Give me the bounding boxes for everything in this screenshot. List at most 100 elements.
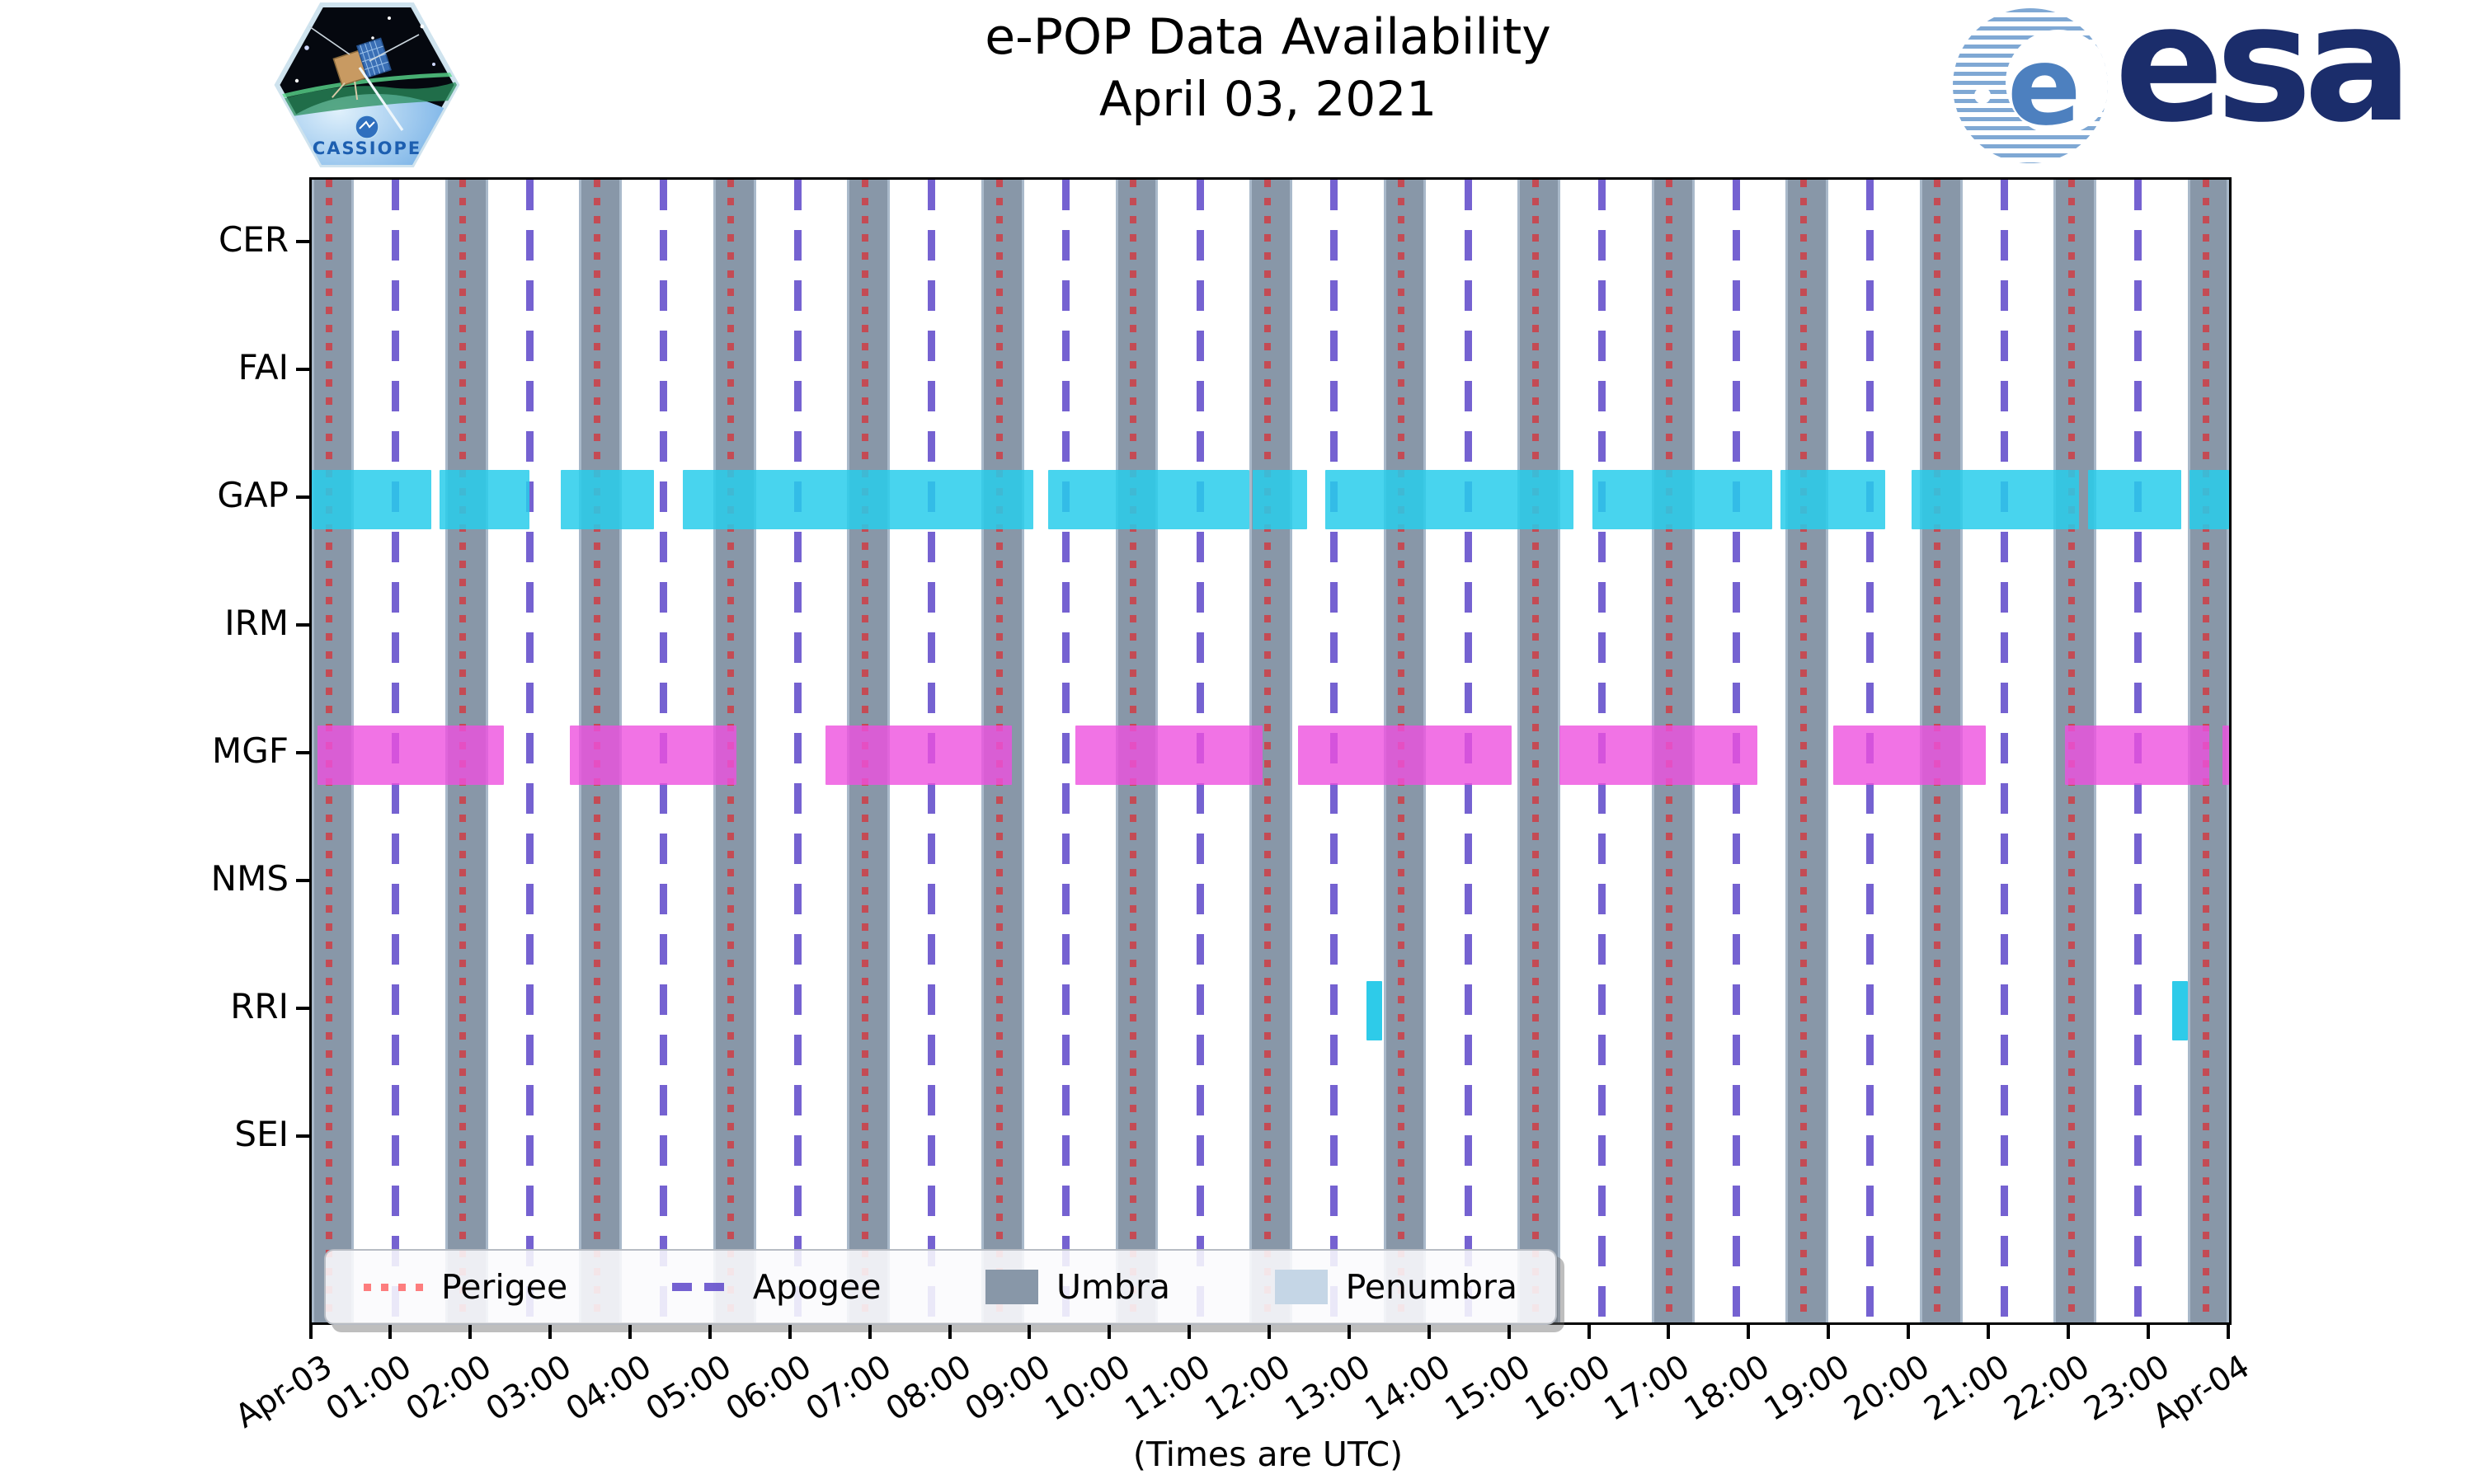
x-tick-label: 01:00 [320, 1348, 419, 1429]
x-tick [1667, 1325, 1671, 1339]
x-tick [628, 1325, 632, 1339]
apogee-line [1062, 180, 1070, 1322]
x-tick [1268, 1325, 1271, 1339]
x-tick [2146, 1325, 2150, 1339]
y-tick [296, 368, 309, 371]
apogee-line [525, 180, 534, 1322]
gap-availability-bar [312, 470, 432, 529]
esa-logo: e esa [1953, 0, 2413, 165]
x-tick-label: 18:00 [1677, 1348, 1777, 1429]
cassiope-wordmark: CASSIOPE [313, 139, 421, 158]
y-tick [296, 879, 309, 882]
x-tick [388, 1325, 393, 1339]
umbra-band [1785, 180, 1829, 1322]
x-tick-label: 03:00 [479, 1348, 578, 1429]
mgf-availability-bar [825, 726, 1012, 785]
gap-availability-bar [1325, 470, 1573, 529]
x-tick-label: 20:00 [1837, 1348, 1936, 1429]
perigee-line [1799, 180, 1807, 1322]
x-axis-label: (Times are UTC) [1132, 1435, 1404, 1474]
legend-label-penumbra: Penumbra [1345, 1267, 1517, 1307]
x-tick [468, 1325, 473, 1339]
legend-item-penumbra: Penumbra [1274, 1267, 1517, 1307]
mgf-availability-bar [317, 726, 505, 785]
chart-title: e-POP Data Availability [985, 8, 1551, 66]
penumbra-patch-icon [1274, 1270, 1328, 1304]
x-tick [1347, 1325, 1351, 1339]
x-tick-label: 06:00 [719, 1348, 818, 1429]
legend-item-apogee: Apogee [671, 1267, 882, 1307]
legend-item-umbra: Umbra [985, 1267, 1170, 1307]
umbra-band [1517, 180, 1560, 1322]
x-tick-label: 19:00 [1757, 1348, 1856, 1429]
x-tick [548, 1325, 553, 1339]
legend: Perigee Apogee Umbra Penumbra [324, 1249, 1557, 1325]
mgf-availability-bar [1075, 726, 1263, 785]
y-label-gap: GAP [217, 475, 289, 515]
x-tick-label: 12:00 [1198, 1348, 1297, 1429]
x-tick-label: 15:00 [1438, 1348, 1537, 1429]
x-tick [708, 1325, 712, 1339]
x-tick-label: 11:00 [1118, 1348, 1217, 1429]
x-tick-label: Apr-03 [228, 1348, 339, 1436]
apogee-line-icon [671, 1283, 735, 1291]
gap-availability-bar [2087, 470, 2181, 529]
x-tick-label: 21:00 [1917, 1348, 2016, 1429]
x-tick [1587, 1325, 1591, 1339]
x-tick [1108, 1325, 1112, 1339]
x-tick [948, 1325, 952, 1339]
x-tick [1747, 1325, 1751, 1339]
x-tick [1827, 1325, 1831, 1339]
y-tick [296, 1007, 309, 1010]
gap-availability-bar [1780, 470, 1886, 529]
rri-availability-bar [2172, 981, 2188, 1040]
x-tick [1986, 1325, 1990, 1339]
y-label-sei: SEI [234, 1114, 289, 1154]
perigee-line [1531, 180, 1539, 1322]
legend-label-apogee: Apogee [752, 1267, 882, 1307]
legend-label-umbra: Umbra [1056, 1267, 1170, 1307]
y-label-mgf: MGF [212, 730, 289, 771]
gap-availability-bar [683, 470, 1033, 529]
gap-availability-bar [1912, 470, 2079, 529]
x-tick-label: 22:00 [1997, 1348, 2096, 1429]
x-tick-label: 16:00 [1518, 1348, 1617, 1429]
y-label-nms: NMS [210, 858, 289, 899]
x-tick [1028, 1325, 1032, 1339]
x-tick [1907, 1325, 1910, 1339]
mgf-availability-bar [2222, 726, 2229, 785]
rri-availability-bar [1366, 981, 1383, 1040]
x-tick [2226, 1325, 2230, 1339]
legend-item-perigee: Perigee [364, 1267, 567, 1307]
y-tick [296, 495, 309, 499]
y-label-irm: IRM [224, 603, 289, 643]
x-tick-label: 13:00 [1278, 1348, 1377, 1429]
x-tick-label: 09:00 [959, 1348, 1058, 1429]
y-tick [296, 1134, 309, 1138]
gap-availability-bar [2189, 470, 2229, 529]
mgf-availability-bar [1833, 726, 1986, 785]
mgf-availability-bar [2065, 726, 2209, 785]
cassiope-logo: CASSIOPE [274, 2, 460, 167]
gap-availability-bar [1253, 470, 1308, 529]
plot-area: Perigee Apogee Umbra Penumbra [309, 177, 2232, 1325]
y-tick [296, 623, 309, 627]
gap-availability-bar [1592, 470, 1772, 529]
y-label-rri: RRI [230, 986, 289, 1026]
mgf-availability-bar [1298, 726, 1512, 785]
y-tick [296, 240, 309, 243]
x-tick-label: 04:00 [559, 1348, 658, 1429]
x-tick-label: 07:00 [799, 1348, 898, 1429]
x-tick [788, 1325, 792, 1339]
x-tick-label: 05:00 [639, 1348, 738, 1429]
x-tick [1507, 1325, 1511, 1339]
x-tick [1188, 1325, 1192, 1339]
legend-label-perigee: Perigee [441, 1267, 568, 1307]
chart-subtitle: April 03, 2021 [1098, 71, 1437, 127]
esa-globe-icon: e [1953, 8, 2108, 163]
perigee-line [1263, 180, 1271, 1322]
apogee-line [793, 180, 802, 1322]
y-label-fai: FAI [238, 347, 289, 387]
x-tick-label: 17:00 [1598, 1348, 1697, 1429]
